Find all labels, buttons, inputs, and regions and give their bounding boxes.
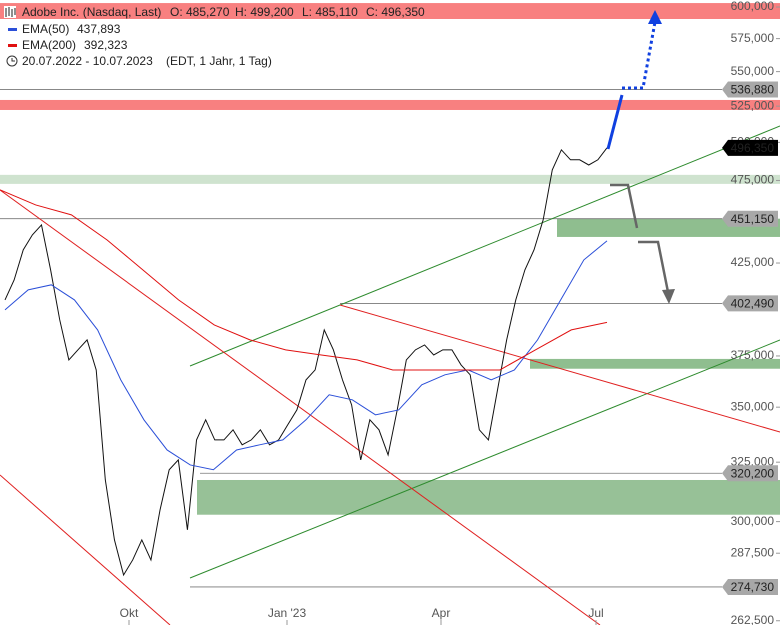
- ohlc: O: 485,270: [170, 5, 230, 19]
- trendline: [189, 339, 780, 579]
- arrow: [610, 183, 639, 229]
- arrow: [606, 94, 624, 150]
- series: [0, 147, 608, 577]
- y-tick-label: 550,000: [731, 64, 775, 78]
- level-label: 320,200: [731, 466, 775, 480]
- legend-entry: EMA(50): [22, 22, 69, 36]
- y-tick-label: 300,000: [731, 514, 775, 528]
- ohlc: L: 485,110: [302, 5, 358, 19]
- x-tick-label: Jan '23: [268, 606, 307, 620]
- x-tick-label: Jul: [588, 606, 603, 620]
- y-tick-label: 475,000: [731, 173, 775, 187]
- clock-icon: [6, 55, 18, 67]
- y-tick-label: 600,000: [731, 0, 775, 13]
- x-tick-label: Apr: [432, 606, 451, 620]
- trendline: [189, 125, 780, 367]
- trendline: [0, 474, 171, 625]
- level-label-box: [722, 465, 778, 482]
- level-label-box: [722, 295, 778, 312]
- arrow-head: [662, 289, 675, 304]
- zone: [530, 358, 780, 369]
- zone: [0, 99, 780, 110]
- level-label: 274,730: [731, 580, 775, 594]
- icon: [4, 6, 16, 18]
- level-label: 496,350: [731, 141, 775, 155]
- legend-swatch: [8, 44, 17, 47]
- clock-icon: [11, 58, 15, 62]
- header: Adobe Inc. (Nasdaq, Last) O: 485,270 H: …: [4, 5, 425, 68]
- series-line: [4, 240, 608, 471]
- x-axis: Okt Jan '23 Apr Jul: [120, 606, 604, 625]
- level-label: 451,150: [731, 212, 775, 226]
- level-label-box: [722, 139, 778, 156]
- legend-value: 392,323: [84, 38, 128, 52]
- legend-value: 437,893: [77, 22, 121, 36]
- arrow: [622, 21, 657, 90]
- series-line: [4, 147, 608, 577]
- legend-swatch: [8, 28, 17, 31]
- level-lines: [0, 89, 722, 588]
- y-tick-label: 262,500: [731, 613, 775, 625]
- trendlines: [0, 125, 780, 625]
- zone: [0, 3, 780, 19]
- level-label: 402,490: [731, 297, 775, 311]
- period: 20.07.2022 - 10.07.2023: [22, 54, 153, 68]
- arrow-head: [648, 10, 662, 24]
- legend-entry: EMA(200): [22, 38, 76, 52]
- level-label-box: [722, 81, 778, 98]
- zone: [197, 479, 780, 515]
- ohlc: C: 496,350: [366, 5, 425, 19]
- ohlc: H: 499,200: [235, 5, 294, 19]
- trendline: [339, 304, 780, 433]
- y-tick-label: 425,000: [731, 255, 775, 269]
- level-label-box: [722, 578, 778, 595]
- zone: [0, 174, 780, 184]
- y-tick-label: 287,500: [731, 545, 775, 559]
- x-tick-label: Okt: [120, 606, 139, 620]
- period-note: (EDT, 1 Jahr, 1 Tag): [166, 54, 272, 68]
- y-axis: 262,500 287,500 300,000 325,000 350,000 375,0…: [731, 0, 780, 625]
- trendline: [0, 189, 601, 625]
- y-tick-label: 350,000: [731, 399, 775, 413]
- title: Adobe Inc. (Nasdaq, Last): [22, 5, 161, 19]
- level-label-box: [722, 210, 778, 227]
- zones: [0, 3, 780, 515]
- y-tick-label: 325,000: [731, 454, 775, 468]
- arrow: [638, 240, 670, 293]
- y-tick-label: 575,000: [731, 31, 775, 45]
- level-label: 536,880: [731, 83, 775, 97]
- series-line: [0, 189, 608, 371]
- level-labels: 536,880 496,350 451,150 402,490 320,200 274,7…: [722, 81, 778, 595]
- projection-arrows: [606, 10, 675, 304]
- y-tick-label: 375,000: [731, 348, 775, 362]
- zone: [557, 218, 780, 237]
- y-tick-label: 525,000: [731, 98, 775, 112]
- icon: [5, 7, 16, 17]
